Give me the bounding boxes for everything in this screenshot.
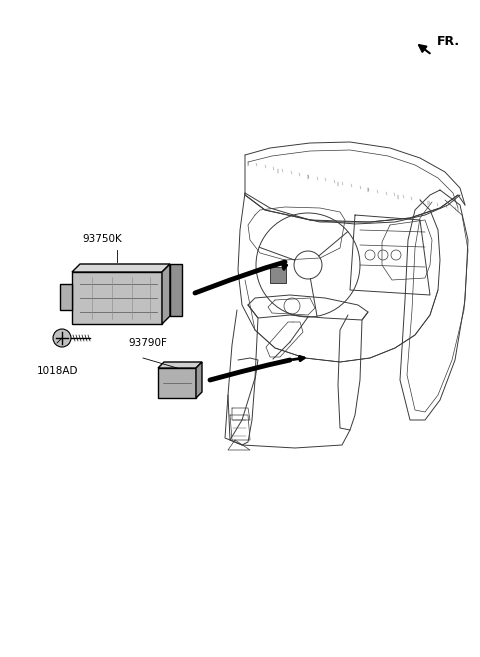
Circle shape — [53, 329, 71, 347]
Polygon shape — [196, 362, 202, 398]
Text: 93790F: 93790F — [128, 338, 167, 348]
Polygon shape — [170, 264, 182, 316]
Bar — [72, 272, 162, 324]
Polygon shape — [72, 264, 170, 272]
Polygon shape — [158, 362, 202, 368]
Polygon shape — [60, 284, 72, 310]
Polygon shape — [162, 264, 170, 324]
Polygon shape — [270, 267, 286, 283]
Text: FR.: FR. — [437, 35, 460, 48]
Text: 93750K: 93750K — [82, 234, 122, 244]
Bar — [158, 368, 196, 398]
Text: 1018AD: 1018AD — [37, 366, 79, 376]
